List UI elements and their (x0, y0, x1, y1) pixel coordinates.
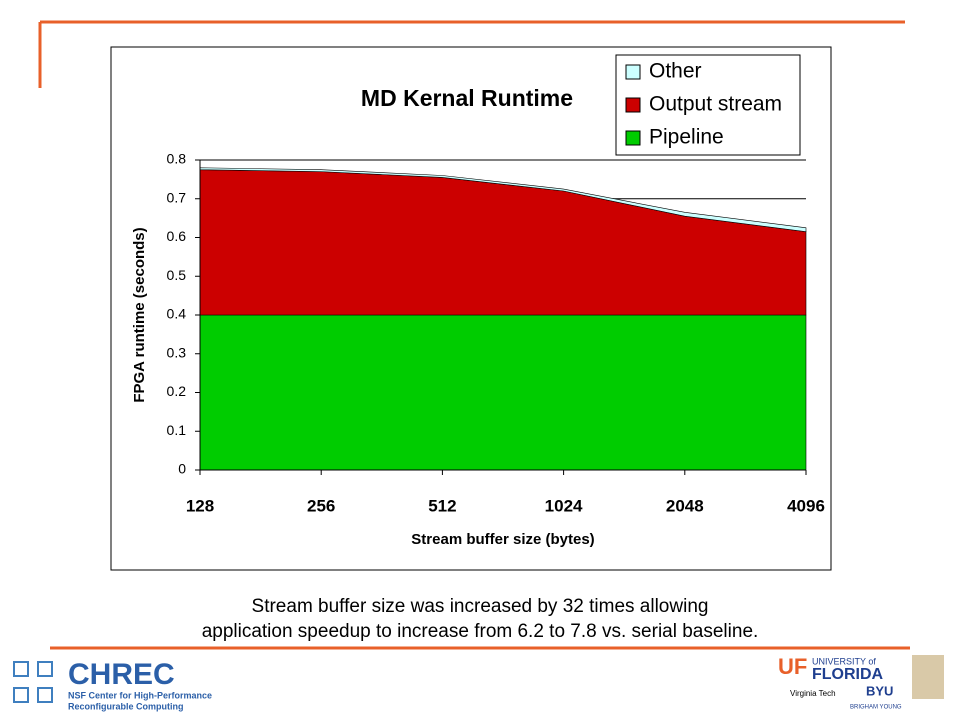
logo-text: UF (778, 654, 807, 679)
x-tick-label: 128 (186, 496, 214, 515)
y-tick-label: 0.3 (167, 344, 187, 360)
y-tick-label: 0.5 (167, 267, 187, 283)
logo-text: NSF Center for High-Performance (68, 690, 212, 700)
legend-swatch (625, 64, 641, 80)
logo-shape (13, 687, 29, 703)
legend-label: Other (649, 60, 702, 83)
logo-text: UNIVERSITY of (812, 656, 876, 666)
logo-text: Virginia Tech (790, 689, 836, 698)
logo-text: FLORIDA (812, 666, 884, 683)
x-tick-label: 2048 (666, 496, 704, 515)
logo-text: BYU (866, 683, 893, 698)
legend (615, 54, 801, 156)
y-tick-label: 0.2 (167, 383, 187, 399)
legend-swatch (625, 130, 641, 146)
logo-text: Reconfigurable Computing (68, 701, 184, 711)
x-tick-label: 1024 (545, 496, 583, 515)
chart-title: MD Kernal Runtime (361, 85, 573, 111)
logo-text: BRIGHAM YOUNG (850, 705, 902, 711)
university-logos: UF UNIVERSITY of FLORIDA Virginia Tech B… (778, 654, 944, 711)
area (199, 167, 807, 233)
logo-shape (37, 661, 53, 677)
caption: Stream buffer size was increased by 32 t… (252, 596, 709, 617)
y-tick-label: 0.8 (167, 151, 187, 167)
x-axis-label: Stream buffer size (bytes) (411, 531, 594, 548)
y-axis-label: FPGA runtime (seconds) (131, 227, 148, 402)
y-tick-label: 0.4 (167, 306, 187, 322)
logo-shape (37, 687, 53, 703)
y-tick-label: 0.7 (167, 189, 187, 205)
legend-label: Output stream (649, 93, 782, 116)
x-tick-label: 512 (428, 496, 456, 515)
legend-swatch (625, 97, 641, 113)
chrec-logo: CHREC NSF Center for High-Performance Re… (13, 658, 212, 711)
logo-portrait (912, 655, 944, 699)
caption: application speedup to increase from 6.2… (202, 621, 759, 642)
area (199, 314, 807, 471)
logo-text: CHREC (68, 658, 175, 691)
x-tick-label: 4096 (787, 496, 825, 515)
y-tick-label: 0.6 (167, 228, 187, 244)
y-tick-label: 0.1 (167, 422, 187, 438)
legend-label: Pipeline (649, 126, 724, 149)
logo-shape (13, 661, 29, 677)
x-tick-label: 256 (307, 496, 335, 515)
y-tick-label: 0 (178, 461, 186, 477)
